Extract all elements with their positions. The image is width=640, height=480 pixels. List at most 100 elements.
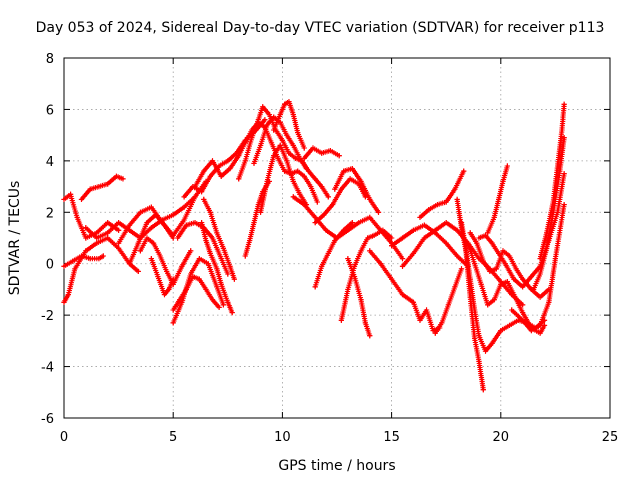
data-point	[164, 268, 170, 275]
data-point	[554, 209, 561, 215]
y-tick-label: 6	[46, 103, 54, 118]
data-point	[174, 235, 181, 241]
data-point	[83, 248, 89, 254]
data-point	[439, 320, 445, 326]
data-point	[271, 114, 277, 120]
data-point	[480, 258, 486, 264]
data-point	[116, 219, 122, 226]
data-point	[443, 219, 449, 226]
data-point	[380, 227, 386, 233]
data-point	[312, 284, 318, 290]
data-point	[181, 204, 187, 210]
data-point	[170, 320, 176, 326]
data-point	[325, 194, 331, 200]
plus-markers	[181, 137, 248, 200]
series-track-16	[201, 196, 237, 282]
data-point	[554, 163, 561, 169]
data-point	[148, 225, 154, 231]
data-point	[312, 176, 318, 182]
data-point	[220, 302, 227, 308]
data-point	[94, 230, 100, 236]
data-point	[478, 281, 484, 287]
data-point	[330, 201, 336, 208]
data-point	[61, 263, 67, 269]
data-point	[198, 189, 205, 195]
data-point	[496, 196, 502, 203]
data-point	[87, 186, 93, 192]
data-point	[242, 158, 248, 164]
data-point	[332, 237, 338, 244]
data-point	[375, 209, 382, 215]
data-point	[358, 248, 364, 254]
data-point	[500, 178, 506, 185]
data-point	[260, 104, 266, 110]
y-axis: -6 -4 -2 0 2 4 6 8	[41, 52, 610, 427]
data-point	[242, 253, 248, 259]
data-point	[218, 173, 224, 179]
data-point	[144, 219, 150, 226]
data-point	[201, 196, 207, 203]
data-point	[504, 279, 510, 285]
data-point	[183, 222, 189, 228]
data-point	[345, 286, 351, 293]
data-point	[284, 132, 290, 138]
data-point	[301, 173, 307, 179]
data-point	[207, 173, 213, 179]
data-point	[367, 333, 373, 339]
data-point	[150, 240, 157, 246]
data-point	[338, 186, 344, 192]
data-point	[227, 263, 233, 269]
data-point	[295, 168, 301, 174]
data-point	[196, 276, 203, 282]
data-point	[471, 261, 478, 267]
data-point	[279, 137, 285, 143]
data-point	[465, 240, 471, 246]
data-point	[301, 145, 307, 151]
data-point	[454, 253, 460, 259]
data-point	[310, 145, 316, 151]
data-point	[209, 235, 216, 241]
data-point	[389, 243, 395, 249]
data-point	[105, 235, 111, 241]
data-point	[476, 333, 482, 339]
data-point	[192, 219, 198, 226]
data-point	[561, 101, 567, 107]
data-point	[105, 230, 111, 236]
data-point	[485, 230, 491, 236]
series-track-09	[148, 255, 176, 298]
data-point	[155, 273, 161, 280]
data-point	[308, 183, 314, 190]
series-track-40	[485, 163, 510, 236]
data-point	[94, 235, 100, 241]
data-point	[275, 155, 281, 161]
data-point	[290, 142, 296, 149]
data-point	[247, 237, 253, 244]
data-point	[314, 199, 320, 205]
x-tick-label: 15	[383, 430, 400, 445]
data-point	[67, 191, 74, 197]
data-point	[196, 255, 203, 262]
data-point	[198, 219, 205, 226]
data-point	[166, 286, 172, 293]
data-point	[528, 273, 534, 280]
data-point	[135, 240, 141, 246]
data-point	[229, 309, 235, 316]
data-point	[297, 191, 303, 197]
data-point	[367, 214, 373, 221]
data-point	[340, 168, 347, 174]
data-point	[561, 171, 567, 177]
data-point	[511, 276, 517, 282]
y-axis-label: SDTVAR / TECUs	[7, 181, 23, 296]
data-point	[434, 201, 441, 208]
data-point	[389, 276, 395, 282]
data-point	[471, 307, 478, 313]
data-point	[113, 173, 120, 179]
series-track-34	[432, 266, 465, 336]
series-track-02	[61, 235, 141, 305]
plot-area	[61, 99, 567, 393]
data-point	[188, 271, 194, 277]
data-point	[520, 276, 526, 282]
series-track-30	[367, 248, 443, 334]
series-track-20	[271, 99, 307, 151]
data-point	[452, 186, 458, 192]
